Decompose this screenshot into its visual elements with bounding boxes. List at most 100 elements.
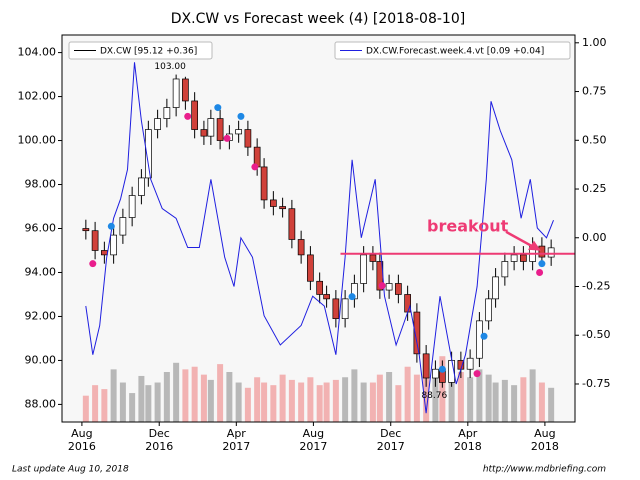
candle-body — [520, 254, 527, 262]
candle-body — [385, 283, 393, 291]
y2-tick-label: 0.75 — [582, 85, 607, 98]
x-tick-label: Apr 2017 — [222, 427, 251, 453]
legend-box — [68, 41, 213, 60]
volume-bar — [511, 385, 518, 422]
y-tick-label: 100.00 — [18, 134, 57, 147]
price-annotation: 103.00 — [154, 62, 186, 72]
volume-bar — [432, 369, 439, 422]
candle-body — [395, 283, 402, 295]
candle-body — [191, 100, 198, 130]
volume-bar — [404, 366, 411, 422]
y2-tick-label: -0.25 — [582, 280, 610, 293]
candle-body — [485, 298, 493, 322]
forecast-line — [85, 62, 554, 414]
plot-background — [62, 35, 575, 422]
volume-bar — [538, 382, 545, 422]
candle-body — [476, 320, 483, 359]
x-tick-label: Aug 2016 — [67, 427, 96, 453]
legend-right: DX.CW.Forecast.week.4.vt [0.09 +0.04] — [334, 41, 571, 60]
chart-title: DX.CW vs Forecast week (4) [2018-08-10] — [171, 11, 465, 27]
candle-body — [432, 368, 439, 379]
candle-body — [91, 230, 99, 251]
candle-body — [144, 129, 152, 179]
y-tick-label: 102.00 — [18, 90, 57, 103]
signal-marker — [237, 112, 245, 120]
price-annotation: 88.76 — [421, 391, 447, 401]
volume-bar — [316, 385, 323, 422]
volume-bar — [351, 369, 358, 422]
y2-tick-label: 0.50 — [582, 133, 607, 146]
volume-bar — [439, 356, 446, 422]
candle-body — [404, 294, 411, 313]
candle-body — [172, 78, 180, 108]
volume-bar — [129, 393, 136, 422]
signal-marker — [480, 332, 488, 340]
candle-body — [369, 254, 377, 262]
volume-bar — [288, 379, 295, 422]
volume-bar — [119, 382, 126, 422]
candle-body — [332, 298, 340, 320]
volume-bar — [529, 369, 536, 422]
volume-bar — [467, 377, 474, 422]
legend-box — [334, 41, 571, 60]
candle-body — [288, 208, 296, 240]
candle-body — [501, 261, 509, 278]
legend-label: DX.CW.Forecast.week.4.vt [0.09 +0.04] — [366, 47, 544, 57]
y-tick-label: 98.00 — [25, 178, 57, 191]
signal-marker — [214, 104, 222, 112]
candle-body — [244, 129, 252, 148]
signal-marker — [536, 268, 544, 276]
volume-bar — [92, 385, 99, 422]
candle-body — [163, 107, 171, 119]
volume-bar — [226, 371, 233, 422]
volume-bar — [369, 382, 376, 422]
signal-marker — [378, 282, 386, 290]
candle-body — [466, 357, 474, 370]
volume-bar — [332, 379, 339, 422]
legend-label: DX.CW [95.12 +0.36] — [100, 47, 197, 57]
y-tick-label: 90.00 — [25, 353, 57, 366]
candle-body — [216, 118, 224, 141]
signal-marker — [473, 370, 481, 378]
candle-body — [307, 254, 314, 282]
candle-body — [538, 245, 546, 258]
volume-bar — [261, 382, 268, 422]
y-tick-label: 96.00 — [25, 222, 57, 235]
volume-bar — [457, 371, 464, 422]
volume-bar — [145, 385, 152, 422]
candle-body — [207, 118, 215, 137]
y2-tick-label: -0.75 — [582, 377, 610, 390]
candle-body — [316, 280, 324, 295]
signal-marker — [107, 222, 115, 230]
candle-body — [138, 177, 145, 196]
volume-bar — [182, 369, 189, 422]
candle-body — [260, 166, 268, 201]
candle-body — [360, 254, 367, 284]
breakout-label: breakout — [427, 216, 509, 235]
signal-marker — [251, 163, 259, 171]
breakout-arrowhead — [528, 240, 541, 251]
y2-tick-label: -0.50 — [582, 328, 610, 341]
candle-body — [422, 353, 430, 379]
y-tick-label: 88.00 — [25, 397, 57, 410]
volume-bar — [342, 377, 349, 422]
signal-marker — [184, 112, 192, 120]
volume-bar — [360, 382, 367, 422]
volume-bar — [492, 382, 499, 422]
y2-tick-label: 1.00 — [582, 36, 607, 49]
x-tick-label: Dec 2016 — [145, 427, 174, 453]
volume-bar — [413, 374, 420, 422]
volume-bar — [279, 374, 286, 422]
volume-bar — [520, 377, 527, 422]
footer-right: http://www.mdbriefing.com — [483, 465, 606, 475]
volume-bar — [485, 374, 492, 422]
candle-body — [341, 298, 349, 320]
breakout-arrow — [505, 230, 536, 249]
y-tick-label: 104.00 — [18, 46, 57, 59]
volume-bar — [217, 364, 224, 422]
volume-bar — [376, 374, 383, 422]
volume-bar — [244, 387, 251, 422]
volume-bar — [423, 361, 430, 422]
volume-bar — [323, 382, 330, 422]
